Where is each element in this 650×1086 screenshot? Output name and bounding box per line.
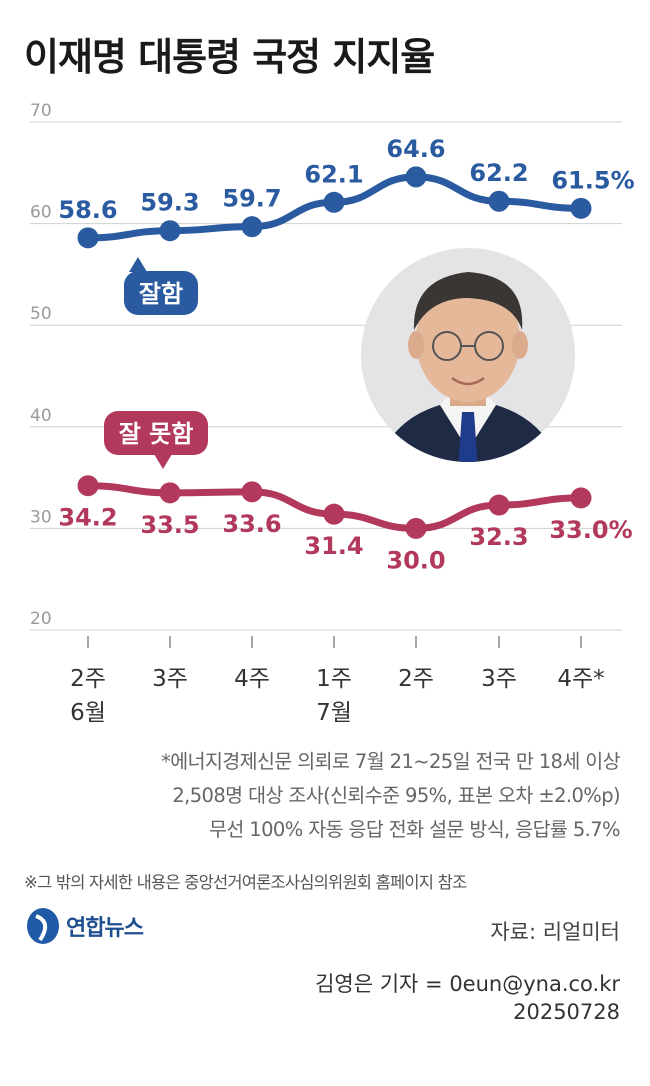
legend-bad-tail [154, 454, 172, 469]
legend-good-label: 잘함 [139, 280, 183, 308]
data-point [570, 487, 592, 509]
portrait-icon [361, 248, 575, 462]
data-label: 59.3 [140, 189, 199, 217]
credit: 김영은 기자 = 0eun@yna.co.kr 20250728 [315, 970, 620, 1027]
data-point [323, 503, 345, 525]
reporter-credit: 김영은 기자 = 0eun@yna.co.kr [315, 972, 620, 996]
data-label: 33.5 [140, 511, 199, 539]
data-point [488, 190, 510, 212]
date-code: 20250728 [513, 1000, 620, 1025]
survey-note-3: 무선 100% 자동 응답 전화 설문 방식, 응답률 5.7% [209, 818, 621, 841]
data-label: 33.6 [222, 510, 281, 538]
y-tick-label: 30 [30, 507, 52, 527]
data-label: 62.1 [304, 160, 363, 188]
y-tick-label: 70 [30, 101, 52, 121]
legend-bad-bubble [104, 411, 208, 455]
data-point [488, 494, 510, 516]
legend-good: 잘함 [124, 257, 198, 315]
y-tick-label: 60 [30, 203, 52, 223]
data-label: 59.7 [222, 185, 281, 213]
data-label: 58.6 [58, 196, 117, 224]
x-tick-label: 2주 [70, 666, 106, 692]
survey-note-2: 2,508명 대상 조사(신뢰수준 95%, 표본 오차 ±2.0%p) [172, 784, 620, 807]
data-label: 62.2 [469, 159, 528, 187]
y-tick-label: 40 [30, 406, 52, 426]
x-tick-label: 3주 [481, 666, 517, 692]
x-axis: 2주 6월 3주 4주 1주 7월 2주 3주 4주* [70, 636, 605, 726]
legend-bad: 잘 못함 [104, 411, 208, 469]
data-label: 33.0% [549, 516, 632, 544]
data-point [159, 482, 181, 504]
y-tick-label: 20 [30, 609, 52, 629]
data-point [77, 475, 99, 497]
page-title: 이재명 대통령 국정 지지율 [24, 35, 435, 79]
data-label: 34.2 [58, 504, 117, 532]
source: 자료: 리얼미터 [490, 920, 620, 944]
data-label: 61.5% [551, 166, 634, 194]
x-tick-label: 4주* [557, 666, 604, 692]
yonhap-logo-icon [27, 908, 59, 944]
data-point [570, 197, 592, 219]
legend-good-bubble [124, 271, 198, 315]
y-tick-label: 50 [30, 304, 52, 324]
line-chart: 20 30 40 50 60 70 58.6 59.3 59.7 [30, 101, 635, 726]
data-label: 32.3 [469, 523, 528, 551]
data-point [77, 227, 99, 249]
grid-layer: 20 30 40 50 60 70 [30, 101, 622, 631]
data-point [241, 481, 263, 503]
x-tick-label: 1주 [316, 666, 352, 692]
month-label: 7월 [316, 700, 352, 726]
data-point [241, 216, 263, 238]
data-point [405, 166, 427, 188]
data-point [405, 517, 427, 539]
data-point [323, 191, 345, 213]
x-tick-label: 4주 [234, 666, 270, 692]
footnote: ※그 밖의 자세한 내용은 중앙선거여론조사심의위원회 홈페이지 참조 [24, 873, 467, 892]
data-label: 31.4 [304, 532, 363, 560]
x-tick-label: 2주 [398, 666, 434, 692]
month-label: 6월 [70, 700, 106, 726]
data-label: 30.0 [386, 546, 445, 574]
data-point [159, 220, 181, 242]
logo-text: 연합뉴스 [66, 916, 144, 941]
series-layer: 58.6 59.3 59.7 62.1 64.6 62.2 61.5% 34.2 33.5 33.… [58, 135, 634, 575]
yonhap-logo: 연합뉴스 [26, 906, 144, 946]
survey-note-1: *에너지경제신문 의뢰로 7월 21~25일 전국 만 18세 이상 [161, 750, 620, 773]
data-label: 64.6 [386, 135, 445, 163]
legend-good-tail [129, 257, 147, 272]
x-tick-label: 3주 [152, 666, 188, 692]
legend-bad-label: 잘 못함 [119, 420, 194, 448]
